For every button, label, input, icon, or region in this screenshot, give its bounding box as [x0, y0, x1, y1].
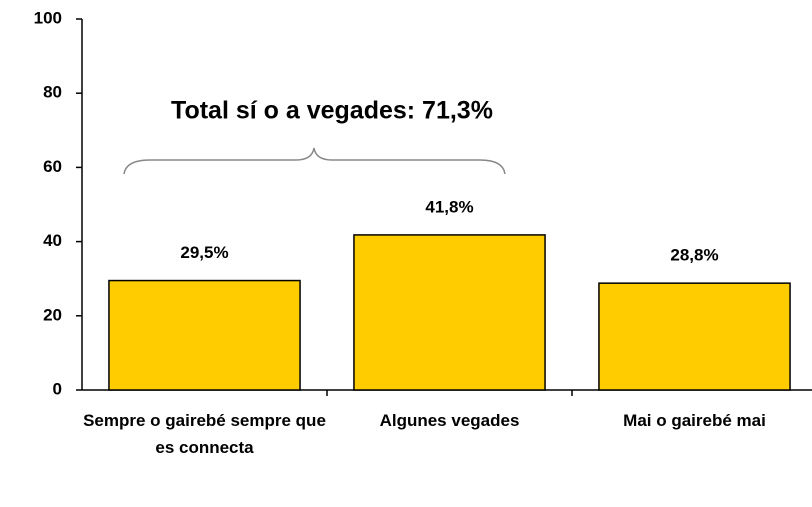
y-tick-label: 60 [43, 157, 62, 176]
x-tick-label: Sempre o gairebé sempre que es connecta [83, 411, 326, 457]
y-tick-label: 80 [43, 83, 62, 102]
x-tick-label-box: Sempre o gairebé sempre que es connecta [83, 411, 326, 457]
y-tick-label: 0 [53, 379, 62, 398]
x-tick-label-box: Algunes vegades [379, 411, 520, 430]
bar [353, 234, 546, 391]
value-label: 29,5% [180, 243, 228, 262]
x-tick-label-box: Mai o gairebé mai [623, 411, 766, 430]
brace [123, 147, 506, 175]
y-tick-label: 40 [43, 231, 62, 250]
x-tick-label: Algunes vegades [379, 411, 520, 430]
value-label: 41,8% [425, 197, 473, 216]
bar [108, 279, 301, 391]
x-tick-label: Mai o gairebé mai [623, 411, 766, 430]
value-label: 28,8% [670, 246, 718, 265]
annotation: Total sí o a vegades: 71,3% [171, 97, 493, 125]
bar [598, 282, 791, 391]
y-tick-label: 100 [34, 8, 62, 27]
y-tick-label: 20 [43, 305, 62, 324]
